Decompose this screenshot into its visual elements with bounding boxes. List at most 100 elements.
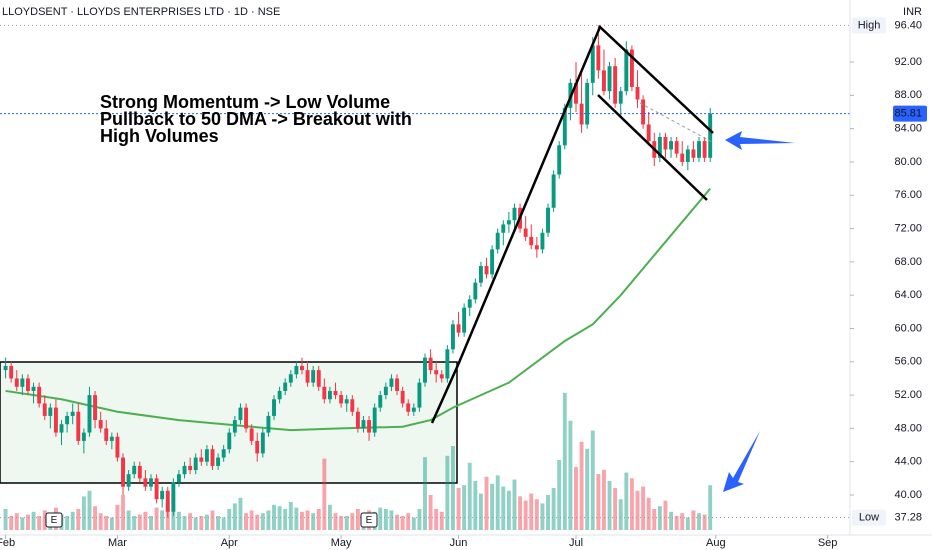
- candle-body: [255, 440, 260, 454]
- candle-body: [176, 474, 181, 483]
- volume-bar: [137, 514, 142, 530]
- volume-bar: [182, 516, 187, 530]
- volume-bar: [411, 517, 416, 530]
- volume-bar: [534, 499, 539, 530]
- candle-body: [669, 141, 674, 150]
- plot: [0, 24, 850, 530]
- volume-bar: [188, 513, 193, 530]
- volume-bar: [272, 504, 276, 530]
- candle-body: [31, 386, 36, 391]
- candle-body: [439, 374, 444, 379]
- volume-bar: [300, 511, 304, 530]
- volume-bar: [467, 462, 472, 530]
- candle-body: [14, 378, 19, 387]
- candle-body: [165, 490, 170, 512]
- dashed-line: [639, 102, 713, 143]
- price-tag-label: 85.81: [894, 107, 922, 119]
- candle-body: [546, 207, 550, 233]
- candle-body: [451, 324, 455, 350]
- candle-body: [529, 236, 534, 246]
- candle-body: [562, 107, 567, 146]
- candle-body: [98, 420, 103, 429]
- chart-title: LLOYDSENT · LLOYDS ENTERPRISES LTD · 1D …: [2, 6, 280, 18]
- volume-bar: [417, 509, 422, 530]
- volume-bar: [680, 513, 685, 530]
- volume-bar: [9, 516, 14, 530]
- earnings-marker[interactable]: [45, 512, 63, 528]
- candle-body: [132, 465, 137, 475]
- candle-body: [339, 395, 344, 404]
- candle-body: [411, 407, 416, 412]
- candle-body: [288, 374, 293, 383]
- volume-bar: [316, 509, 321, 530]
- candle-body: [238, 407, 243, 421]
- candle-body: [322, 386, 327, 400]
- volume-bar: [31, 511, 36, 530]
- y-tick-label: 60.00: [894, 322, 922, 334]
- x-tick-label: Sep: [818, 537, 838, 549]
- candle-body: [607, 66, 612, 92]
- y-tick-label: 64.00: [894, 289, 922, 301]
- volume-bar: [434, 509, 439, 530]
- volume-bar: [210, 510, 215, 530]
- candle-body: [629, 49, 634, 88]
- y-tick-label: 76.00: [894, 189, 922, 201]
- candle-body: [691, 149, 696, 158]
- earnings-marker[interactable]: [360, 512, 378, 528]
- volume-bar: [283, 509, 288, 530]
- volume-bar: [423, 457, 427, 530]
- candle-body: [590, 45, 595, 83]
- volume-bar: [456, 488, 461, 530]
- y-tick-label: 80.00: [894, 156, 922, 168]
- volume-bar: [574, 467, 578, 530]
- volume-bar: [20, 517, 25, 530]
- candle-body: [395, 378, 399, 391]
- volume-bar: [288, 502, 293, 530]
- currency: INR: [903, 6, 922, 18]
- volume-bar: [126, 510, 131, 530]
- volume-bar: [98, 513, 103, 530]
- candle-body: [333, 390, 338, 396]
- candle-body: [378, 395, 383, 408]
- candle-body: [708, 113, 713, 158]
- volume-bar: [76, 509, 81, 530]
- candle-body: [702, 141, 707, 158]
- candle-body: [260, 432, 265, 454]
- volume-bar: [641, 486, 646, 530]
- volume-bar: [629, 478, 634, 530]
- candle-body: [305, 370, 310, 383]
- volume-bar: [115, 504, 120, 530]
- candle-body: [26, 378, 30, 391]
- candle-body: [534, 245, 539, 250]
- arrow: [725, 131, 795, 150]
- volume-bar: [383, 509, 388, 530]
- volume-bar: [266, 510, 271, 530]
- volume-bar: [277, 506, 282, 530]
- earnings-label: E: [366, 515, 373, 526]
- candle-body: [697, 141, 701, 158]
- volume-bar: [244, 513, 249, 530]
- volume-bar: [93, 506, 98, 530]
- candle-body: [244, 407, 249, 429]
- volume-bar: [238, 497, 243, 530]
- candle-body: [143, 478, 148, 487]
- volume-bar: [260, 513, 265, 530]
- candle-body: [266, 415, 271, 433]
- volume-bar: [160, 510, 165, 530]
- candle-body: [76, 411, 81, 441]
- volume-bar: [568, 420, 573, 530]
- channel-line: [597, 94, 708, 201]
- volume-bar: [585, 448, 590, 530]
- candle-body: [327, 390, 332, 400]
- volume-bar: [37, 516, 42, 530]
- moving-average: [5, 187, 711, 432]
- volume-bar: [294, 507, 299, 530]
- candle-body: [462, 307, 467, 333]
- candle-body: [3, 365, 8, 371]
- candle-body: [484, 266, 489, 275]
- volume-bar: [355, 509, 360, 530]
- candle-body: [42, 403, 47, 416]
- candle-body: [646, 124, 651, 142]
- volume-bar: [551, 488, 556, 530]
